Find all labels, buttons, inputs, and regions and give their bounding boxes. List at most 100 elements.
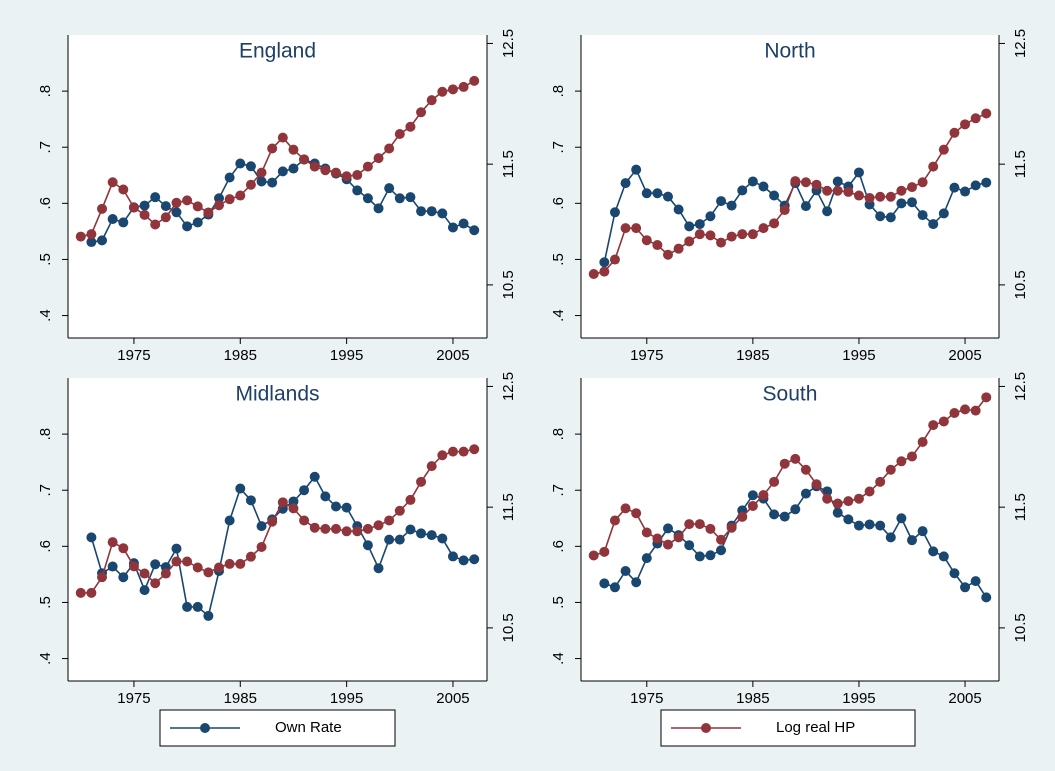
series-marker xyxy=(118,184,129,195)
series-marker xyxy=(705,211,716,222)
series-marker xyxy=(631,508,642,519)
y2-tick-label: 12.5 xyxy=(500,372,517,401)
series-marker xyxy=(288,503,299,514)
series-marker xyxy=(150,219,161,230)
x-tick-label: 1975 xyxy=(117,347,150,364)
x-tick-label: 1995 xyxy=(330,690,363,707)
y-tick-label: .4 xyxy=(37,652,54,665)
series-marker xyxy=(875,191,886,202)
series-marker xyxy=(652,240,663,251)
series-marker xyxy=(875,211,886,222)
series-marker xyxy=(758,181,769,192)
series-marker xyxy=(822,486,833,497)
series-marker xyxy=(426,530,437,541)
series-marker xyxy=(949,127,960,138)
series-marker xyxy=(469,75,480,86)
y-tick-label: .6 xyxy=(550,540,567,553)
y2-tick-label: 11.5 xyxy=(1012,150,1029,178)
series-marker xyxy=(769,509,780,520)
series-marker xyxy=(960,582,971,593)
x-tick-label: 1975 xyxy=(117,690,150,707)
series-marker xyxy=(599,257,610,268)
series-marker xyxy=(800,177,811,188)
y-tick-label: .6 xyxy=(37,540,54,553)
series-marker xyxy=(853,167,864,178)
series-marker xyxy=(437,533,448,544)
series-marker xyxy=(885,464,896,475)
series-marker xyxy=(609,254,620,265)
series-marker xyxy=(907,451,918,462)
series-marker xyxy=(705,230,716,241)
series-marker xyxy=(267,516,278,527)
series-marker xyxy=(875,476,886,487)
series-marker xyxy=(684,540,695,551)
series-marker xyxy=(426,461,437,472)
series-marker xyxy=(182,601,193,612)
series-marker xyxy=(705,523,716,534)
series-marker xyxy=(790,453,801,464)
series-marker xyxy=(416,476,427,487)
series-marker xyxy=(800,201,811,212)
y2-tick-label: 10.5 xyxy=(500,270,517,299)
series-marker xyxy=(405,524,416,535)
series-marker xyxy=(139,200,150,211)
series-marker xyxy=(684,519,695,530)
series-marker xyxy=(885,212,896,223)
series-marker xyxy=(652,188,663,199)
series-marker xyxy=(737,229,748,240)
series-marker xyxy=(853,493,864,504)
y-tick-label: .8 xyxy=(550,428,567,441)
series-marker xyxy=(107,214,118,225)
series-marker xyxy=(864,519,875,530)
series-marker xyxy=(224,558,235,569)
series-marker xyxy=(182,195,193,206)
series-marker xyxy=(960,186,971,197)
series-marker xyxy=(609,582,620,593)
series-marker xyxy=(832,507,843,518)
series-marker xyxy=(341,526,352,537)
series-marker xyxy=(737,511,748,522)
series-marker xyxy=(118,572,129,583)
series-marker xyxy=(832,185,843,196)
series-marker xyxy=(373,203,384,214)
series-marker xyxy=(277,132,288,143)
legend-label: Own Rate xyxy=(275,719,342,736)
series-marker xyxy=(662,539,673,550)
series-marker xyxy=(779,458,790,469)
series-marker xyxy=(662,191,673,202)
series-marker xyxy=(843,514,854,525)
x-tick-label: 2005 xyxy=(436,347,469,364)
series-marker xyxy=(437,86,448,97)
series-marker xyxy=(747,490,758,501)
series-marker xyxy=(843,496,854,507)
series-marker xyxy=(620,566,631,577)
series-marker xyxy=(330,501,341,512)
series-marker xyxy=(373,153,384,164)
series-marker xyxy=(609,515,620,526)
series-marker xyxy=(928,420,939,431)
series-marker xyxy=(267,143,278,154)
y-tick-label: .5 xyxy=(37,253,54,266)
series-marker xyxy=(150,578,161,589)
series-marker xyxy=(673,204,684,215)
series-marker xyxy=(192,201,203,212)
series-marker xyxy=(362,161,373,172)
legend-label: Log real HP xyxy=(776,719,855,736)
series-marker xyxy=(609,207,620,218)
y-tick-label: .8 xyxy=(37,428,54,441)
series-marker xyxy=(907,535,918,546)
series-marker xyxy=(938,144,949,155)
x-tick-label: 1995 xyxy=(842,347,875,364)
series-marker xyxy=(235,190,246,201)
series-marker xyxy=(960,404,971,415)
series-marker xyxy=(938,208,949,219)
series-marker xyxy=(822,493,833,504)
series-marker xyxy=(917,177,928,188)
series-marker xyxy=(107,537,118,548)
x-tick-label: 1985 xyxy=(736,690,769,707)
series-marker xyxy=(641,527,652,538)
series-marker xyxy=(245,161,256,172)
y2-tick-label: 10.5 xyxy=(1012,270,1029,299)
series-marker xyxy=(458,555,469,566)
series-marker xyxy=(256,176,267,187)
